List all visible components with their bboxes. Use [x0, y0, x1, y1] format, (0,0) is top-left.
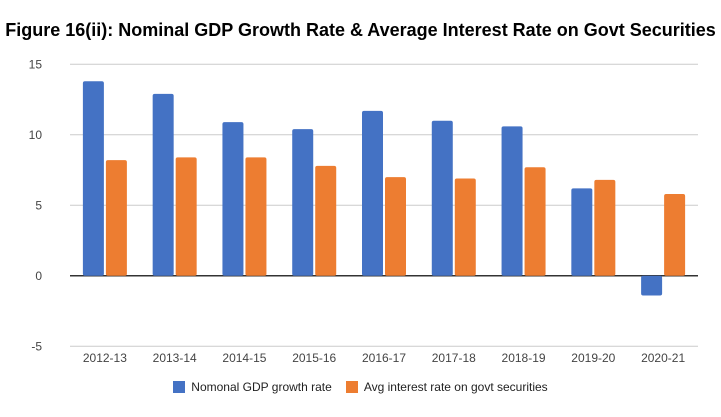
bar-interest: [105, 160, 127, 276]
x-tick-label: 2018-19: [502, 351, 546, 365]
bar-interest: [524, 167, 546, 276]
bar-gdp: [152, 93, 174, 276]
x-tick-label: 2017-18: [432, 351, 476, 365]
y-tick-label: 10: [29, 128, 43, 142]
chart-title: Figure 16(ii): Nominal GDP Growth Rate &…: [5, 20, 716, 40]
x-tick-label: 2016-17: [362, 351, 406, 365]
legend-item-gdp[interactable]: Nomonal GDP growth rate: [173, 380, 332, 394]
x-tick-label: 2012-13: [83, 351, 127, 365]
bar-interest: [664, 194, 686, 276]
x-tick-label: 2020-21: [641, 351, 685, 365]
x-tick-label: 2015-16: [292, 351, 336, 365]
legend-label-gdp: Nomonal GDP growth rate: [191, 380, 332, 394]
legend-swatch-interest: [345, 381, 358, 393]
legend-swatch-gdp: [173, 381, 186, 393]
bar-gdp: [82, 81, 104, 276]
bar-gdp: [641, 275, 663, 296]
legend-label-interest: Avg interest rate on govt securities: [363, 380, 548, 394]
bar-interest: [594, 179, 616, 276]
x-tick-label: 2014-15: [222, 351, 266, 365]
x-tick-label: 2013-14: [153, 351, 197, 365]
legend: Nomonal GDP growth rate Avg interest rat…: [0, 380, 721, 394]
bar-gdp: [431, 120, 453, 276]
bar-interest: [454, 178, 476, 276]
bar-gdp: [362, 110, 383, 276]
bar-gdp: [501, 126, 523, 276]
bar-interest: [245, 157, 267, 276]
y-tick-label: 5: [35, 198, 42, 212]
bar-interest: [315, 165, 337, 276]
y-tick-label: -5: [31, 339, 42, 353]
y-tick-label: 15: [29, 57, 43, 71]
y-tick-label: 0: [35, 269, 42, 283]
bar-gdp: [222, 122, 244, 276]
bar-gdp: [292, 129, 314, 276]
legend-item-interest[interactable]: Avg interest rate on govt securities: [345, 380, 548, 394]
bar-interest: [175, 157, 197, 276]
x-tick-label: 2019-20: [571, 351, 615, 365]
bar-interest: [385, 177, 406, 276]
bar-gdp: [571, 188, 593, 276]
